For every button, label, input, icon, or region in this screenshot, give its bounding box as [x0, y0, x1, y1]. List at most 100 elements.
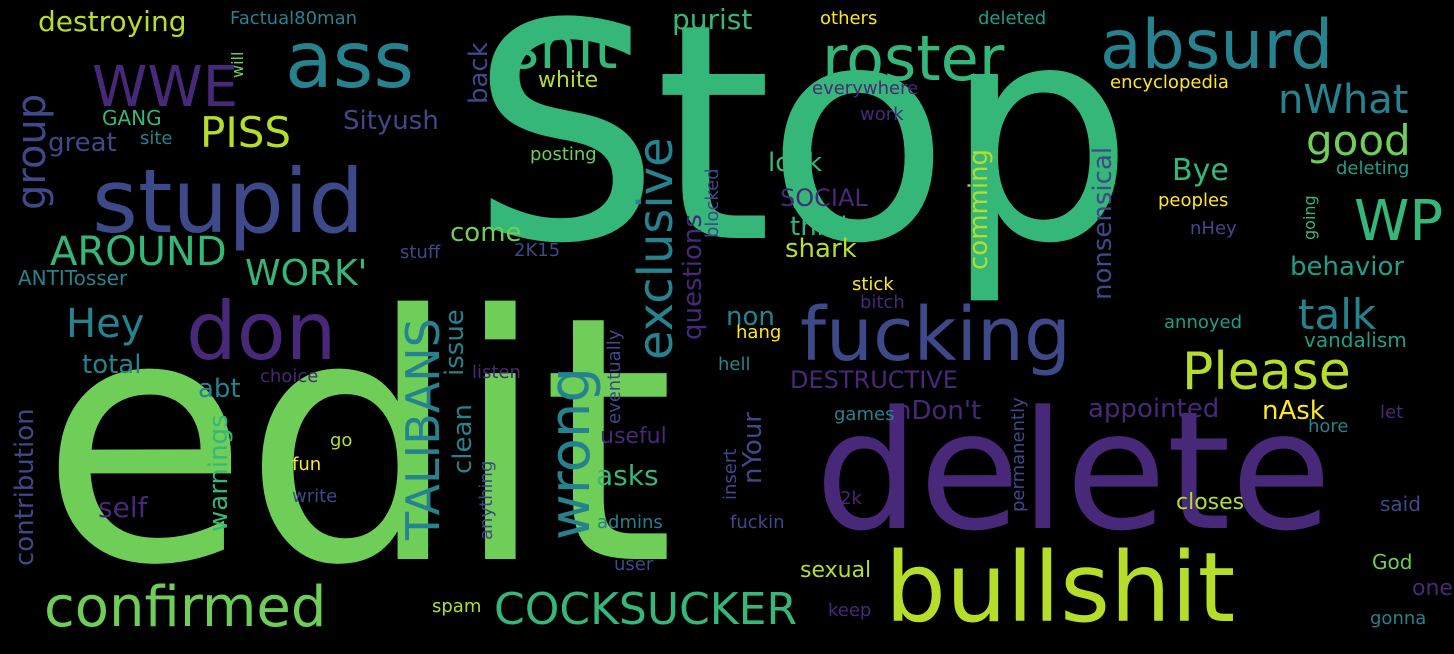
word-stuff: stuff [400, 242, 441, 263]
word-clean: clean [448, 404, 478, 474]
word-site: site [140, 128, 173, 149]
word-permanently: permanently [1008, 397, 1029, 512]
word-peoples: peoples [1158, 190, 1229, 211]
word-come: come [450, 218, 522, 248]
word-Sityush: Sityush [343, 106, 439, 136]
word-let: let [1380, 402, 1404, 423]
word-nonsensical: nonsensical [1088, 146, 1118, 300]
word-bitch: bitch [860, 292, 905, 313]
word-Factual80man: Factual80man [230, 8, 358, 29]
word-absurd: absurd [1100, 6, 1334, 85]
word-gonna: gonna [1370, 608, 1427, 629]
word-anything: anything [476, 460, 497, 540]
word-work: work [860, 104, 904, 125]
word-appointed: appointed [1088, 394, 1220, 424]
word-comming: comming [964, 148, 994, 270]
word-ass: ass [285, 16, 415, 106]
word-write: write [292, 486, 338, 507]
word-Please: Please [1182, 342, 1351, 402]
word-stop: Stop [470, 0, 1134, 309]
word-questions: questions [678, 214, 708, 340]
word-great: great [48, 128, 117, 158]
word-hang: hang [736, 322, 782, 343]
word-don: don [186, 285, 337, 378]
word-2k: 2k [840, 488, 862, 509]
word-go: go [330, 430, 353, 451]
word-useful: useful [600, 424, 667, 449]
word-user: user [614, 554, 654, 575]
word-COCKSUCKER: COCKSUCKER [494, 584, 798, 635]
word-talk: talk [1298, 290, 1377, 339]
word-going: going [1300, 195, 1319, 240]
word-WORK: WORK' [245, 253, 368, 294]
word-closes: closes [1176, 490, 1245, 515]
word-fun: fun [292, 454, 322, 475]
word-eventually: eventually [604, 329, 625, 424]
word-one: one [1412, 576, 1453, 601]
word-deleting: deleting [1336, 158, 1410, 179]
word-GANG: GANG [102, 106, 162, 130]
word-purist: purist [672, 3, 753, 36]
word-shit: shit [508, 13, 618, 83]
word-non: non [726, 302, 775, 332]
word-shark: shark [785, 234, 857, 264]
word-warnings: warnings [204, 414, 234, 532]
word-posting: posting [530, 144, 597, 165]
word-issue: issue [440, 309, 470, 376]
word-bullshit: bullshit [885, 532, 1236, 644]
word-PISS: PISS [200, 108, 292, 157]
word-fuckin: fuckin [730, 512, 785, 533]
word-self: self [98, 491, 148, 524]
word-total: total [82, 350, 142, 380]
word-Hey: Hey [66, 301, 145, 347]
word-hell: hell [718, 354, 751, 375]
word-behavior: behavior [1290, 252, 1405, 282]
word-keep: keep [828, 600, 872, 621]
word-stupid: stupid [92, 150, 365, 253]
word-destroying: destroying [38, 5, 187, 38]
word-confirmed: confirmed [44, 575, 327, 640]
word-DESTRUCTIVE: DESTRUCTIVE [790, 366, 958, 394]
word-WP: WP [1354, 189, 1444, 254]
word-nHey: nHey [1190, 218, 1237, 239]
word-group: group [9, 93, 55, 210]
word-sexual: sexual [800, 558, 872, 583]
word-hore: hore [1308, 416, 1349, 437]
word-think: think [790, 212, 856, 242]
word-vandalism: vandalism [1304, 328, 1407, 352]
word-stick: stick [852, 274, 894, 295]
word-nDont: nDon't [895, 396, 982, 426]
word-white: white [538, 68, 599, 93]
word-games: games [834, 404, 895, 425]
word-spam: spam [432, 596, 482, 617]
word-abt: abt [198, 374, 241, 404]
word-2K15: 2K15 [514, 240, 561, 261]
word-nAsk: nAsk [1262, 396, 1325, 426]
word-Bye: Bye [1172, 153, 1229, 188]
word-back: back [464, 42, 494, 104]
word-nWhat: nWhat [1278, 77, 1409, 123]
word-said: said [1380, 492, 1421, 516]
word-encyclopedia: encyclopedia [1110, 72, 1229, 93]
word-others: others [820, 8, 878, 29]
word-asks: asks [596, 459, 659, 492]
word-exclusive: exclusive [628, 137, 684, 360]
word-fucking: fucking [800, 292, 1071, 378]
word-choice: choice [260, 366, 319, 387]
word-delete: delete [815, 376, 1332, 567]
word-insert: insert [720, 448, 741, 500]
word-look: look [768, 148, 823, 178]
word-AROUND: AROUND [50, 229, 227, 275]
word-nYour: nYour [738, 412, 768, 484]
word-annoyed: annoyed [1164, 312, 1243, 333]
word-contribution: contribution [10, 408, 40, 566]
word-roster: roster [822, 22, 1005, 95]
word-God: God [1372, 550, 1413, 574]
word-WWE: WWE [92, 55, 239, 120]
word-edit: edit [40, 244, 675, 640]
word-ANTITosser: ANTITosser [18, 266, 128, 290]
word-everywhere: everywhere [812, 78, 919, 99]
word-will: will [228, 51, 247, 78]
word-good: good [1306, 116, 1411, 165]
word-listen: listen [472, 362, 521, 383]
